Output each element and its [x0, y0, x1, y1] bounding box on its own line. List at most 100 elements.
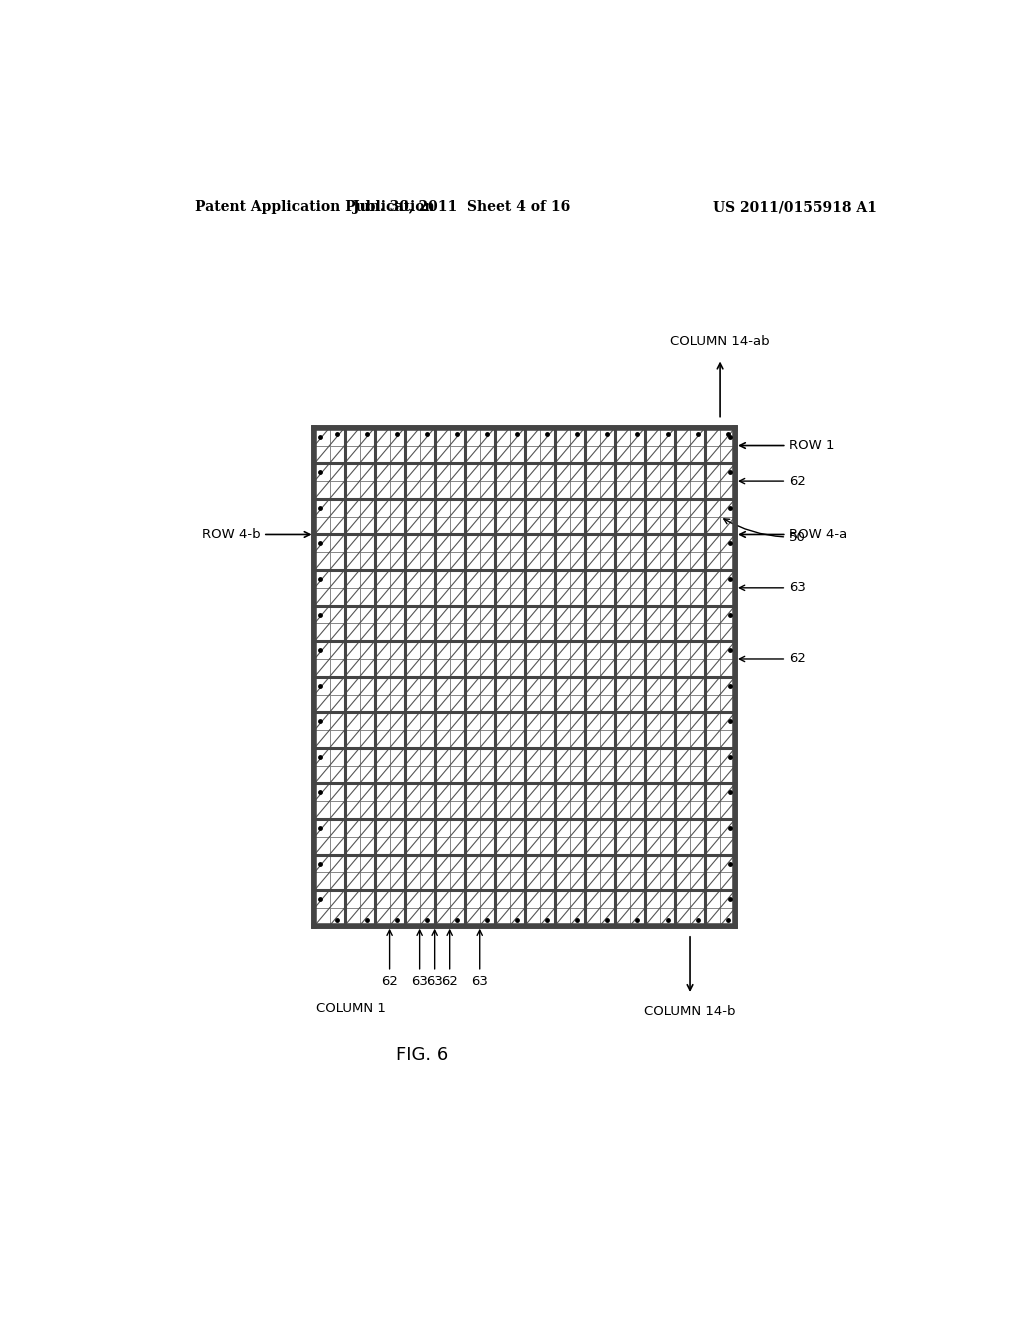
Bar [495, 818, 510, 837]
Bar [675, 587, 690, 606]
Bar [450, 784, 465, 801]
Bar [465, 570, 479, 587]
Bar [359, 730, 375, 748]
Bar [314, 801, 330, 818]
Bar [465, 713, 479, 730]
Bar [314, 694, 330, 713]
Bar [720, 659, 735, 677]
Bar [450, 428, 465, 446]
Bar [720, 587, 735, 606]
Bar [645, 784, 660, 801]
Text: ROW 1: ROW 1 [790, 440, 835, 451]
Bar [479, 873, 495, 890]
Bar [495, 587, 510, 606]
Bar [375, 837, 389, 854]
Bar [540, 854, 555, 873]
Bar [330, 908, 344, 925]
Bar [645, 677, 660, 694]
Bar [555, 694, 570, 713]
Bar [314, 535, 330, 552]
Bar [524, 713, 540, 730]
Bar [465, 908, 479, 925]
Bar [420, 480, 434, 499]
Bar [570, 535, 585, 552]
Bar [660, 818, 675, 837]
Bar [434, 890, 450, 908]
Bar [359, 677, 375, 694]
Bar [720, 837, 735, 854]
Bar [706, 677, 720, 694]
Bar [450, 854, 465, 873]
Bar [479, 801, 495, 818]
Bar [344, 801, 359, 818]
Bar [510, 801, 524, 818]
Bar [585, 801, 600, 818]
Bar [359, 642, 375, 659]
Bar [330, 748, 344, 766]
Bar [479, 659, 495, 677]
Bar [375, 694, 389, 713]
Bar [479, 694, 495, 713]
Bar [495, 516, 510, 535]
Bar [585, 499, 600, 516]
Bar [524, 446, 540, 463]
Bar [389, 570, 404, 587]
Bar [540, 463, 555, 480]
Bar [434, 642, 450, 659]
Bar [660, 446, 675, 463]
Bar [524, 480, 540, 499]
Bar [675, 463, 690, 480]
Bar [540, 713, 555, 730]
Bar [540, 623, 555, 642]
Bar [389, 784, 404, 801]
Bar [389, 908, 404, 925]
Bar [404, 784, 420, 801]
Bar [706, 748, 720, 766]
Bar [359, 606, 375, 623]
Bar [660, 908, 675, 925]
Bar [690, 837, 706, 854]
Bar [585, 748, 600, 766]
Bar [630, 766, 645, 784]
Bar [555, 766, 570, 784]
Bar [690, 570, 706, 587]
Bar [510, 854, 524, 873]
Bar [375, 854, 389, 873]
Bar [615, 535, 630, 552]
Text: 63: 63 [739, 581, 806, 594]
Bar [434, 516, 450, 535]
Bar [420, 694, 434, 713]
Bar [555, 552, 570, 570]
Bar [524, 516, 540, 535]
Bar [615, 801, 630, 818]
Bar [375, 713, 389, 730]
Bar [420, 730, 434, 748]
Bar [359, 446, 375, 463]
Bar [555, 748, 570, 766]
Bar [600, 535, 615, 552]
Bar [404, 535, 420, 552]
Bar [585, 766, 600, 784]
Bar [645, 890, 660, 908]
Bar [510, 606, 524, 623]
Bar [420, 428, 434, 446]
Bar [585, 837, 600, 854]
Bar [615, 748, 630, 766]
Bar [630, 587, 645, 606]
Bar [524, 873, 540, 890]
Bar [359, 659, 375, 677]
Bar [615, 552, 630, 570]
Bar [720, 446, 735, 463]
Bar [420, 890, 434, 908]
Bar [479, 784, 495, 801]
Bar [570, 428, 585, 446]
Bar [450, 535, 465, 552]
Bar [570, 748, 585, 766]
Bar [660, 570, 675, 587]
Bar [330, 642, 344, 659]
Bar [524, 428, 540, 446]
Bar [375, 623, 389, 642]
Bar [389, 766, 404, 784]
Bar [404, 480, 420, 499]
Bar [330, 623, 344, 642]
